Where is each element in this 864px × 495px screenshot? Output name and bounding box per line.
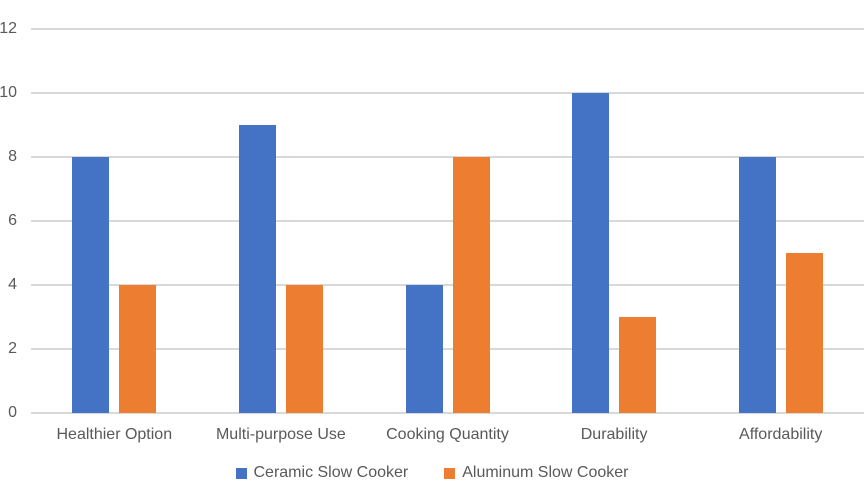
gridline-6 — [31, 220, 864, 222]
bar-aluminum-slow-cooker-healthier-option[interactable] — [119, 285, 157, 413]
y-tick-label-6: 6 — [8, 212, 17, 229]
bar-aluminum-slow-cooker-cooking-quantity[interactable] — [452, 157, 490, 413]
legend-item-ceramic-slow-cooker[interactable]: Ceramic Slow Cooker — [235, 464, 409, 482]
category-label-affordability: Affordability — [739, 426, 823, 443]
category-label-multi-purpose-use: Multi-purpose Use — [215, 426, 346, 443]
y-tick-label-10: 10 — [0, 84, 17, 101]
y-tick-label-4: 4 — [8, 276, 17, 293]
y-tick-label-8: 8 — [8, 148, 17, 165]
category-label-healthier-option: Healthier Option — [56, 426, 173, 443]
gridline-0 — [31, 412, 864, 414]
gridline-4 — [31, 284, 864, 286]
bar-aluminum-slow-cooker-durability[interactable] — [619, 317, 657, 413]
category-label-durability: Durability — [580, 426, 648, 443]
bar-ceramic-slow-cooker-durability[interactable] — [572, 93, 610, 413]
y-tick-label-2: 2 — [8, 340, 17, 357]
bar-ceramic-slow-cooker-affordability[interactable] — [738, 157, 776, 413]
bar-ceramic-slow-cooker-cooking-quantity[interactable] — [405, 285, 443, 413]
bar-ceramic-slow-cooker-multi-purpose-use[interactable] — [238, 125, 276, 413]
y-tick-label-12: 12 — [0, 20, 17, 37]
legend: Ceramic Slow Cooker Aluminum Slow Cooker — [0, 464, 864, 482]
legend-label: Ceramic Slow Cooker — [253, 464, 409, 481]
gridline-8 — [31, 156, 864, 158]
legend-item-aluminum-slow-cooker[interactable]: Aluminum Slow Cooker — [444, 464, 629, 482]
legend-label: Aluminum Slow Cooker — [462, 464, 629, 481]
legend-marker-icon — [444, 467, 456, 479]
bar-aluminum-slow-cooker-affordability[interactable] — [785, 253, 823, 413]
gridline-12 — [31, 28, 864, 30]
bar-aluminum-slow-cooker-multi-purpose-use[interactable] — [285, 285, 323, 413]
legend-marker-icon — [235, 467, 247, 479]
category-label-cooking-quantity: Cooking Quantity — [386, 426, 509, 443]
y-tick-label-0: 0 — [8, 404, 17, 421]
gridline-10 — [31, 92, 864, 94]
gridline-2 — [31, 348, 864, 350]
bar-ceramic-slow-cooker-healthier-option[interactable] — [72, 157, 110, 413]
